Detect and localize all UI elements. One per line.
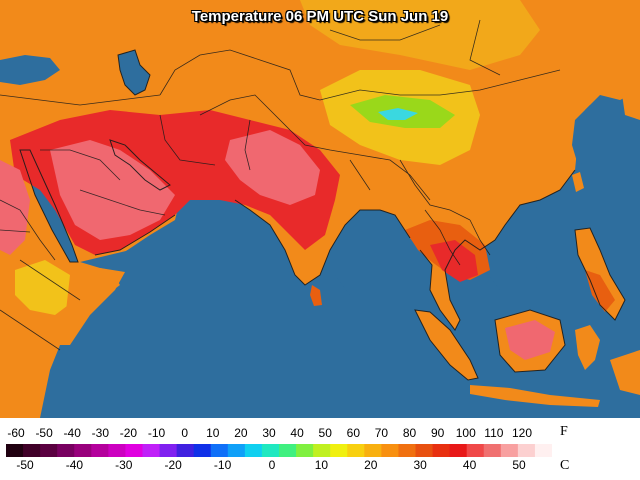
legend-swatch — [398, 444, 417, 457]
gulf-of-aden — [80, 250, 130, 270]
island-sulawesi — [575, 325, 600, 370]
hot-region-pink-arabia — [50, 140, 175, 240]
celsius-tick-label: 20 — [364, 458, 378, 472]
legend-swatch — [381, 444, 400, 457]
legend-swatch — [261, 444, 280, 457]
fahrenheit-unit: F — [560, 424, 568, 439]
legend-swatch — [227, 444, 246, 457]
hot-region-pink-india — [225, 130, 320, 205]
island-japan — [620, 70, 640, 120]
coastlines — [19, 49, 626, 381]
legend-swatch — [142, 444, 161, 457]
celsius-tick-label: -10 — [213, 458, 232, 472]
legend-swatch — [347, 444, 365, 457]
fahrenheit-tick-label: 20 — [234, 426, 248, 440]
fahrenheit-tick-label: -40 — [63, 426, 81, 440]
legend-swatch — [313, 444, 331, 457]
island-java — [470, 385, 600, 407]
legend-swatch — [449, 444, 468, 457]
legend-color-bar — [6, 444, 552, 457]
legend-swatch — [159, 444, 178, 457]
east-china-sea — [572, 105, 605, 165]
legend-swatch — [466, 444, 485, 457]
legend-swatch — [534, 444, 552, 457]
black-sea — [0, 55, 60, 85]
legend-swatch — [483, 444, 502, 457]
island-philippines-red — [585, 270, 615, 312]
island-taiwan — [572, 172, 584, 192]
island-sumatra — [415, 310, 478, 380]
fahrenheit-tick-label: 90 — [430, 426, 445, 440]
map-title: Temperature 06 PM UTC Sun Jun 19 — [191, 8, 449, 25]
celsius-tick-label: 40 — [462, 458, 477, 472]
fahrenheit-tick-label: 110 — [484, 426, 504, 440]
island-borneo-core — [505, 320, 555, 360]
cool-region-cyan — [378, 108, 418, 120]
sri-lanka — [310, 285, 322, 306]
island-new-guinea — [610, 350, 640, 395]
country-borders — [0, 19, 561, 351]
celsius-tick-label: 50 — [512, 458, 526, 472]
fahrenheit-tick-label: 60 — [346, 426, 361, 440]
celsius-tick-label: 10 — [314, 458, 329, 472]
fahrenheit-tick-label: 50 — [318, 426, 332, 440]
legend-swatch — [364, 444, 382, 457]
temperature-map — [0, 0, 640, 418]
fahrenheit-tick-label: -30 — [91, 426, 109, 440]
bay-of-bengal — [330, 210, 410, 300]
celsius-tick-label: 0 — [268, 458, 276, 472]
color-legend: -60 -50 -40 -30 -20 -10 0 10 20 30 40 50 60 70 80 90 100… — [0, 418, 640, 480]
south-china-sea — [485, 235, 540, 300]
legend-swatch — [279, 444, 297, 457]
fahrenheit-tick-label: 80 — [402, 426, 417, 440]
celsius-tick-label: -30 — [115, 458, 133, 472]
celsius-unit: C — [560, 458, 570, 473]
fahrenheit-tick-label: -20 — [119, 426, 138, 440]
legend-swatch — [176, 444, 195, 457]
warm-region-mongolia — [300, 0, 540, 70]
fahrenheit-tick-label: -50 — [35, 426, 53, 440]
legend-swatch — [244, 444, 263, 457]
celsius-tick-label: -20 — [164, 458, 182, 472]
fahrenheit-tick-label: 40 — [290, 426, 304, 440]
fahrenheit-tick-label: 70 — [374, 426, 389, 440]
legend-swatch — [210, 444, 229, 457]
celsius-tick-label: -50 — [16, 458, 34, 472]
fahrenheit-tick-label: 120 — [511, 426, 533, 440]
legend-swatch — [330, 444, 348, 457]
fahrenheit-tick-label: 0 — [181, 426, 188, 440]
fahrenheit-tick-label: -60 — [7, 426, 25, 440]
fahrenheit-tick-label: 30 — [262, 426, 276, 440]
legend-swatch — [57, 444, 75, 457]
fahrenheit-tick-label: 100 — [455, 426, 476, 440]
fahrenheit-tick-label: -10 — [147, 426, 166, 440]
legend-swatch — [432, 444, 451, 457]
legend-swatch — [517, 444, 536, 457]
legend-swatch — [415, 444, 434, 457]
celsius-tick-label: -40 — [65, 458, 84, 472]
legend-swatch — [40, 444, 58, 457]
hot-region-red-seasia — [430, 240, 478, 282]
legend-swatch — [74, 444, 92, 457]
legend-swatch — [23, 444, 41, 457]
legend-swatch — [193, 444, 212, 457]
legend-swatch — [91, 444, 109, 457]
celsius-tick-label: 30 — [413, 458, 427, 472]
legend-swatch — [296, 444, 314, 457]
cool-region-ethiopia — [15, 260, 75, 315]
somalia — [60, 268, 125, 345]
legend-swatch — [108, 444, 127, 457]
legend-swatch — [125, 444, 144, 457]
legend-swatch — [500, 444, 519, 457]
caspian-sea — [118, 50, 150, 95]
legend-swatch — [6, 444, 24, 457]
fahrenheit-tick-label: 10 — [206, 426, 220, 440]
